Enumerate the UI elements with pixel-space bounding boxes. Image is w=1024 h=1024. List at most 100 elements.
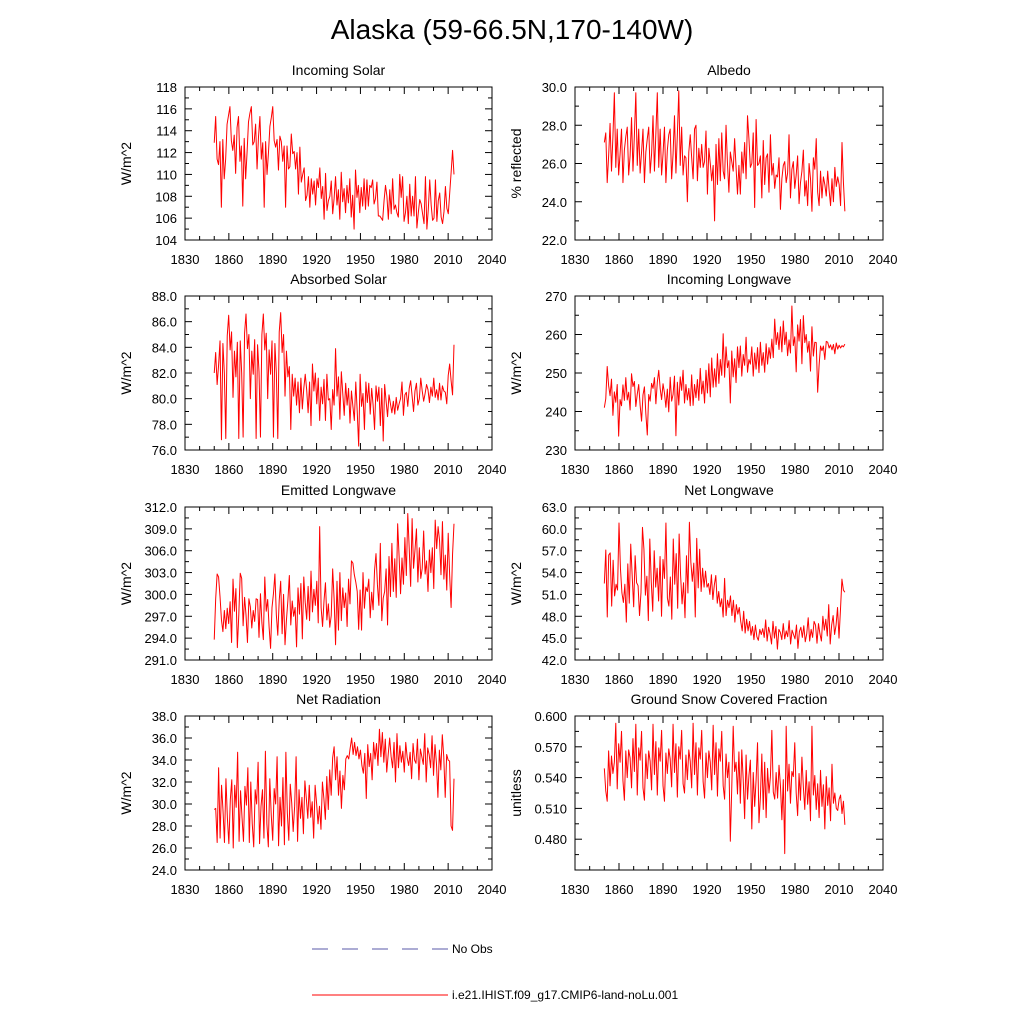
x-tick-label: 1980 [390, 462, 419, 477]
y-tick-label: 36.0 [152, 731, 177, 746]
y-tick-label: 38.0 [152, 709, 177, 724]
x-tick-label: 1890 [649, 252, 678, 267]
series-line [603, 722, 846, 855]
panel-incoming-solar: Incoming Solar 1830 1860 1890 1920 1950 1980 20… [118, 62, 506, 267]
x-tick-label: 1920 [302, 882, 331, 897]
y-tick-label: 116 [156, 102, 177, 117]
x-tick-label: 2010 [434, 672, 463, 687]
x-tick-label: 1890 [649, 882, 678, 897]
y-tick-label: 303.0 [144, 566, 177, 581]
y-tick-label: 300.0 [144, 587, 177, 602]
y-tick-label: 28.0 [542, 118, 567, 133]
y-tick-label: 112 [156, 146, 177, 161]
y-tick-label: 250 [545, 366, 567, 381]
x-tick-label: 1890 [649, 462, 678, 477]
x-tick-label: 1860 [605, 462, 634, 477]
legend: No Obs i.e21.IHIST.f09_g17.CMIP6-land-no… [312, 942, 678, 1002]
x-tick-label: 1950 [737, 462, 766, 477]
x-tick-label: 1950 [346, 882, 375, 897]
x-tick-label: 1830 [561, 882, 590, 897]
series-line [603, 305, 846, 437]
x-tick-label: 1920 [693, 672, 722, 687]
y-tick-label: 106 [155, 211, 177, 226]
panel-title: Ground Snow Covered Fraction [631, 691, 828, 707]
plot-frame [184, 295, 493, 451]
panel-title: Incoming Longwave [667, 271, 792, 287]
y-tick-label: 80.0 [152, 392, 177, 407]
y-tick-label: 78.0 [152, 417, 177, 432]
x-tick-label: 1860 [214, 252, 243, 267]
x-tick-label: 1980 [781, 882, 810, 897]
panel-title: Net Radiation [296, 691, 381, 707]
x-tick-label: 1950 [737, 672, 766, 687]
panel-title: Albedo [707, 62, 751, 78]
y-tick-label: 28.0 [152, 819, 177, 834]
y-tick-label: 30.0 [542, 80, 567, 95]
x-tick-label: 2010 [434, 462, 463, 477]
y-tick-label: 0.600 [534, 709, 567, 724]
legend-label-no-obs: No Obs [452, 942, 493, 956]
y-tick-label: 306.0 [144, 544, 177, 559]
x-tick-label: 1890 [258, 882, 287, 897]
x-tick-label: 1950 [737, 882, 766, 897]
y-tick-label: 0.540 [534, 771, 567, 786]
series-line [213, 312, 455, 447]
x-tick-label: 2010 [825, 462, 854, 477]
x-tick-label: 2040 [869, 462, 898, 477]
x-tick-label: 1980 [390, 252, 419, 267]
y-tick-label: 240 [545, 405, 567, 420]
x-tick-label: 1830 [171, 882, 200, 897]
x-tick-label: 1860 [214, 672, 243, 687]
x-tick-label: 2040 [478, 672, 507, 687]
y-tick-label: 24.0 [152, 863, 177, 878]
series-line [603, 521, 846, 650]
y-tick-label: 24.0 [542, 195, 567, 210]
y-axis-label: % reflected [508, 128, 524, 198]
y-tick-label: 26.0 [152, 841, 177, 856]
y-tick-label: 0.510 [534, 801, 567, 816]
y-tick-label: 48.0 [542, 609, 567, 624]
y-tick-label: 54.0 [542, 566, 567, 581]
y-tick-label: 230 [545, 443, 567, 458]
y-tick-label: 114 [156, 124, 177, 139]
x-tick-label: 1980 [390, 882, 419, 897]
y-tick-label: 309.0 [144, 522, 177, 537]
y-tick-label: 32.0 [152, 775, 177, 790]
y-tick-label: 312.0 [144, 500, 177, 515]
y-tick-label: 42.0 [542, 653, 567, 668]
y-axis-label: W/m^2 [118, 142, 134, 185]
x-tick-label: 2010 [825, 252, 854, 267]
x-tick-label: 1980 [781, 462, 810, 477]
y-tick-label: 84.0 [152, 340, 177, 355]
y-tick-label: 45.0 [542, 631, 567, 646]
panel-net-radiation: Net Radiation 1830 1860 1890 1920 1950 1980 201… [118, 691, 506, 897]
y-tick-label: 118 [156, 80, 177, 95]
x-tick-label: 1920 [693, 462, 722, 477]
y-tick-label: 26.0 [542, 157, 567, 172]
x-tick-label: 1860 [605, 672, 634, 687]
series-line [213, 106, 455, 230]
y-tick-label: 0.480 [534, 832, 567, 847]
x-tick-label: 1860 [214, 462, 243, 477]
plot-frame [184, 86, 493, 241]
panel-title: Net Longwave [684, 482, 774, 498]
x-tick-label: 1920 [693, 252, 722, 267]
x-tick-label: 1860 [605, 252, 634, 267]
y-axis-label: W/m^2 [118, 771, 134, 814]
panel-emitted-longwave: Emitted Longwave 1830 1860 1890 1920 1950 1980… [118, 482, 506, 687]
x-tick-label: 1950 [346, 462, 375, 477]
x-tick-label: 1950 [737, 252, 766, 267]
y-tick-label: 297.0 [144, 609, 177, 624]
x-tick-label: 1890 [258, 462, 287, 477]
y-tick-label: 51.0 [542, 587, 567, 602]
series-line [603, 90, 846, 222]
y-tick-label: 270 [545, 289, 567, 304]
x-tick-label: 2040 [869, 882, 898, 897]
x-tick-label: 1830 [561, 672, 590, 687]
y-tick-label: 260 [545, 328, 567, 343]
figure-title: Alaska (59-66.5N,170-140W) [330, 14, 694, 45]
panel-title: Incoming Solar [292, 62, 386, 78]
plot-frame [574, 86, 884, 241]
y-axis-label: W/m^2 [118, 562, 134, 605]
